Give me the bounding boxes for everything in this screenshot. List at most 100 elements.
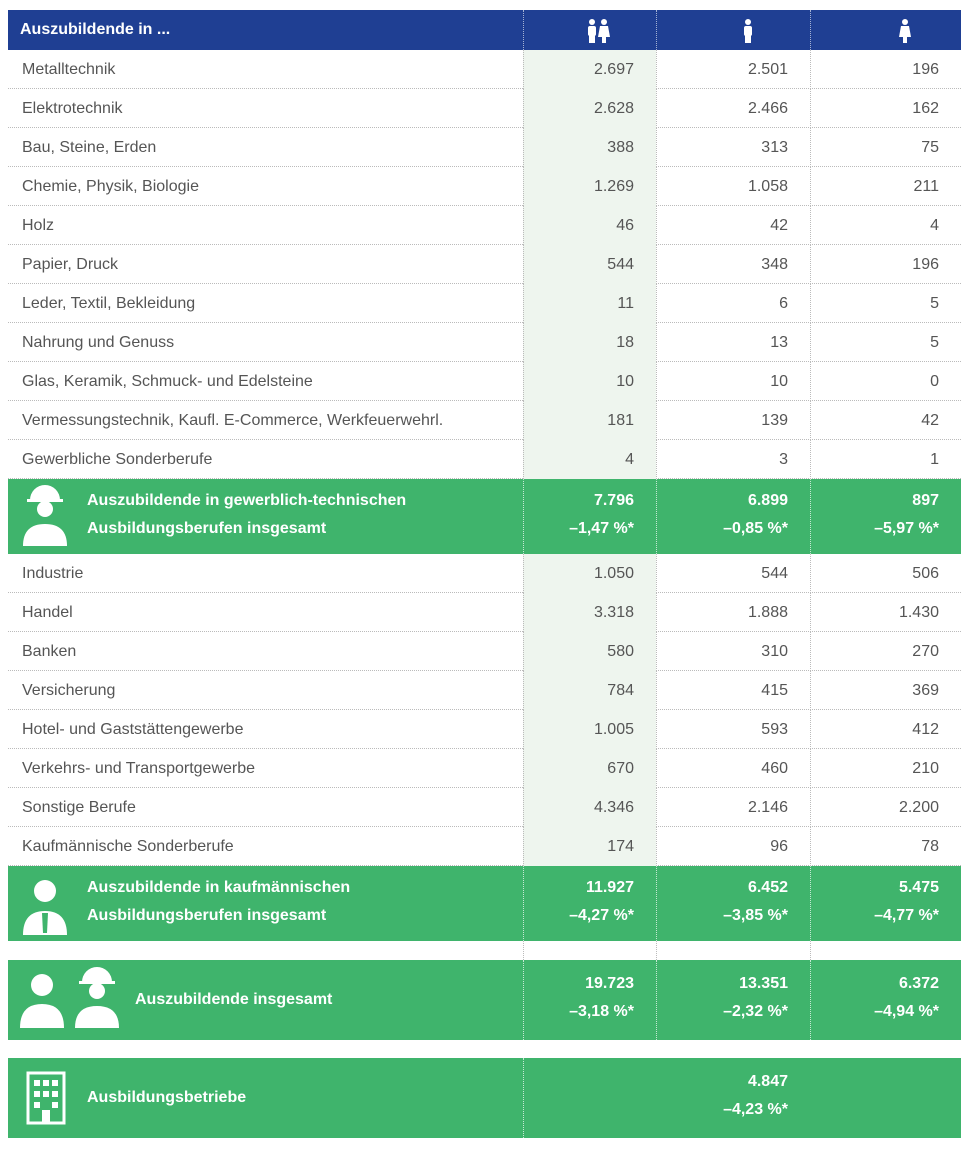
row [8, 440, 961, 479]
column-divider [656, 89, 657, 128]
row-label: Sonstige Berufe [22, 799, 136, 816]
row-value: 2.628 [593, 100, 634, 117]
row-value: 139 [761, 412, 788, 429]
row-label: Versicherung [22, 682, 116, 699]
column-divider [523, 284, 524, 323]
row-value: 2.146 [747, 799, 788, 816]
total-label: Auszubildende in gewerblich-technischen [87, 492, 407, 509]
total-value: 11.927 [585, 879, 634, 896]
row [8, 323, 961, 362]
row-label: Leder, Textil, Bekleidung [22, 295, 196, 312]
row-label: Papier, Druck [22, 256, 119, 273]
row-value: 96 [770, 838, 788, 855]
total-label: Ausbildungsberufen insgesamt [87, 907, 327, 924]
row-label: Handel [22, 604, 73, 621]
row-value: 0 [930, 373, 939, 390]
cell-highlight [523, 401, 656, 440]
column-divider [656, 827, 657, 866]
cell-highlight [523, 128, 656, 167]
column-divider [810, 632, 811, 671]
column-divider [810, 960, 811, 1040]
cell-highlight [523, 710, 656, 749]
row-value: 3 [779, 451, 788, 468]
row-value: 313 [761, 139, 788, 156]
row-value: 784 [607, 682, 634, 699]
row-value: 5 [930, 295, 939, 312]
total-row [8, 479, 961, 554]
row-value: 388 [607, 139, 634, 156]
row [8, 245, 961, 284]
total-change: –5,97 %* [874, 520, 939, 537]
betriebe-change: –4,23 %* [723, 1101, 788, 1118]
column-divider [523, 749, 524, 788]
column-divider [656, 128, 657, 167]
column-divider [810, 128, 811, 167]
column-divider [810, 827, 811, 866]
cell-highlight [523, 593, 656, 632]
row-label: Vermessungstechnik, Kaufl. E-Commerce, W… [22, 412, 444, 429]
row-value: 593 [761, 721, 788, 738]
row-value: 13 [770, 334, 788, 351]
betriebe-label: Ausbildungsbetriebe [87, 1089, 247, 1106]
total-change: –3,85 %* [723, 907, 788, 924]
row-value: 1.430 [898, 604, 939, 621]
row-value: 1 [930, 451, 939, 468]
row-value: 6 [779, 295, 788, 312]
column-divider [523, 323, 524, 362]
column-divider [523, 710, 524, 749]
row [8, 206, 961, 245]
column-divider [810, 206, 811, 245]
row-label: Bau, Steine, Erden [22, 139, 157, 156]
column-divider [656, 788, 657, 827]
column-divider [523, 89, 524, 128]
total-value: 897 [912, 492, 939, 509]
column-divider [523, 554, 524, 593]
total-label: Auszubildende in kaufmännischen [87, 879, 351, 896]
column-divider [523, 827, 524, 866]
column-divider [656, 10, 657, 50]
row-value: 506 [912, 565, 939, 582]
column-divider [810, 593, 811, 632]
row-label: Verkehrs- und Transportgewerbe [22, 760, 256, 777]
column-divider [656, 941, 657, 960]
grand-total-change: –3,18 %* [569, 1003, 634, 1020]
row [8, 362, 961, 401]
total-change: –1,47 %* [569, 520, 634, 537]
row-label: Hotel- und Gaststättengewerbe [22, 721, 244, 738]
row-value: 460 [761, 760, 788, 777]
column-divider [810, 710, 811, 749]
cell-highlight [523, 827, 656, 866]
row-value: 42 [770, 217, 788, 234]
column-divider [810, 50, 811, 89]
row-label: Gewerbliche Sonderberufe [22, 451, 213, 468]
row-value: 415 [761, 682, 788, 699]
row-label: Metalltechnik [22, 61, 116, 78]
row-value: 310 [761, 643, 788, 660]
row-value: 196 [912, 61, 939, 78]
column-divider [810, 671, 811, 710]
column-divider [810, 788, 811, 827]
row-value: 174 [607, 838, 634, 855]
row [8, 284, 961, 323]
row [8, 89, 961, 128]
column-divider [656, 362, 657, 401]
grand-total-change: –4,94 %* [874, 1003, 939, 1020]
row-value: 3.318 [593, 604, 634, 621]
column-divider [523, 401, 524, 440]
column-divider [523, 941, 524, 960]
row-value: 196 [912, 256, 939, 273]
grand-total-label: Auszubildende insgesamt [135, 991, 333, 1008]
total-label: Ausbildungsberufen insgesamt [87, 520, 327, 537]
row-value: 10 [616, 373, 634, 390]
total-row [8, 866, 961, 941]
column-divider [656, 284, 657, 323]
column-divider [523, 788, 524, 827]
column-divider [523, 479, 524, 554]
row-value: 5 [930, 334, 939, 351]
row [8, 167, 961, 206]
column-divider [656, 245, 657, 284]
column-divider [810, 10, 811, 50]
row [8, 632, 961, 671]
betriebe-value: 4.847 [747, 1073, 788, 1090]
column-divider [523, 440, 524, 479]
